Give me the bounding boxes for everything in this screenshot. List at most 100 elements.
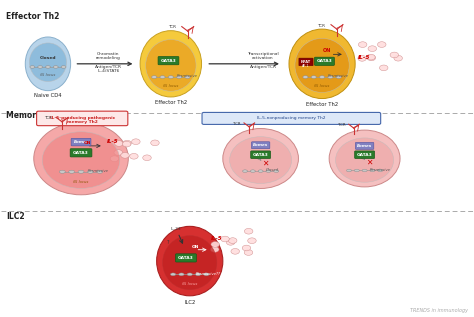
Text: IL-4/STAT6: IL-4/STAT6: [97, 69, 119, 73]
Text: il5 locus: il5 locus: [163, 84, 179, 88]
Text: memory Th2: memory Th2: [67, 120, 98, 124]
FancyBboxPatch shape: [158, 56, 179, 65]
Text: Antigen/TCR: Antigen/TCR: [95, 65, 122, 69]
Ellipse shape: [69, 170, 75, 173]
Circle shape: [227, 240, 235, 245]
Circle shape: [248, 238, 256, 243]
Ellipse shape: [42, 132, 120, 188]
Ellipse shape: [34, 122, 128, 195]
Text: NFAT: NFAT: [301, 60, 311, 64]
Ellipse shape: [378, 169, 383, 172]
Text: Naive CD4: Naive CD4: [34, 93, 62, 98]
FancyBboxPatch shape: [299, 58, 313, 66]
Ellipse shape: [168, 76, 173, 79]
Ellipse shape: [229, 137, 292, 184]
Ellipse shape: [187, 273, 192, 276]
Circle shape: [358, 42, 367, 48]
FancyBboxPatch shape: [36, 111, 128, 126]
Ellipse shape: [171, 273, 176, 276]
Text: GATA3: GATA3: [357, 153, 373, 157]
Ellipse shape: [87, 170, 93, 173]
Circle shape: [221, 236, 229, 242]
Text: Closed: Closed: [266, 169, 280, 172]
Circle shape: [132, 139, 140, 145]
Ellipse shape: [29, 43, 66, 81]
Ellipse shape: [37, 66, 43, 68]
Text: Memory Th2: Memory Th2: [6, 111, 60, 120]
Ellipse shape: [370, 169, 375, 172]
Circle shape: [121, 152, 129, 158]
Text: Transcriptional: Transcriptional: [247, 52, 279, 56]
Circle shape: [210, 247, 219, 252]
FancyBboxPatch shape: [251, 151, 271, 158]
FancyBboxPatch shape: [71, 138, 91, 146]
Ellipse shape: [355, 169, 359, 172]
Ellipse shape: [258, 170, 263, 172]
Text: Chromatin: Chromatin: [97, 52, 120, 56]
Ellipse shape: [336, 76, 341, 79]
Text: Permissive??: Permissive??: [195, 272, 220, 276]
Circle shape: [377, 42, 386, 48]
Circle shape: [242, 245, 251, 251]
Ellipse shape: [152, 76, 157, 79]
Circle shape: [115, 141, 123, 146]
Ellipse shape: [160, 76, 165, 79]
Ellipse shape: [46, 66, 50, 68]
Text: TCR: TCR: [338, 123, 346, 127]
Text: ✕: ✕: [366, 158, 373, 167]
FancyBboxPatch shape: [251, 142, 270, 149]
FancyBboxPatch shape: [315, 57, 334, 65]
Ellipse shape: [311, 76, 317, 79]
Circle shape: [211, 242, 219, 247]
Ellipse shape: [295, 38, 349, 93]
Ellipse shape: [204, 273, 209, 276]
Circle shape: [110, 156, 118, 162]
Ellipse shape: [223, 128, 299, 189]
Ellipse shape: [266, 170, 271, 172]
Text: ON: ON: [192, 245, 200, 249]
Ellipse shape: [336, 138, 394, 182]
Text: GATA3: GATA3: [161, 59, 176, 63]
Circle shape: [394, 55, 402, 61]
Circle shape: [367, 55, 375, 61]
FancyBboxPatch shape: [175, 254, 196, 262]
Ellipse shape: [362, 169, 367, 172]
Ellipse shape: [30, 66, 35, 68]
Circle shape: [123, 140, 131, 146]
Ellipse shape: [163, 236, 217, 290]
Ellipse shape: [195, 273, 201, 276]
Text: IL-5: IL-5: [357, 55, 370, 60]
Text: GATA3: GATA3: [73, 151, 89, 155]
Text: Effector Th2: Effector Th2: [306, 102, 338, 107]
Text: Permissive: Permissive: [370, 168, 391, 172]
Text: TCR: TCR: [233, 122, 241, 126]
Text: Eomes: Eomes: [253, 143, 268, 147]
Circle shape: [122, 141, 131, 147]
Text: ILC2: ILC2: [184, 300, 195, 305]
Circle shape: [367, 54, 375, 60]
Circle shape: [114, 150, 122, 155]
Circle shape: [390, 52, 399, 58]
Text: TCR: TCR: [317, 23, 325, 28]
Ellipse shape: [146, 40, 196, 91]
Text: TRENDS in immunology: TRENDS in immunology: [410, 307, 468, 313]
Circle shape: [130, 153, 138, 159]
Circle shape: [228, 238, 237, 243]
Text: Effector Th2: Effector Th2: [155, 100, 187, 105]
Text: il5 locus: il5 locus: [314, 84, 330, 88]
Text: il5 locus: il5 locus: [73, 180, 89, 184]
Circle shape: [151, 140, 159, 146]
Text: Permissive: Permissive: [176, 74, 198, 78]
Ellipse shape: [243, 170, 247, 172]
Circle shape: [245, 229, 253, 234]
Text: Antigen/TCR: Antigen/TCR: [249, 65, 276, 69]
Text: GATA3: GATA3: [253, 153, 268, 157]
Circle shape: [358, 55, 366, 61]
Text: Eomes: Eomes: [73, 140, 89, 144]
Ellipse shape: [97, 170, 103, 173]
Text: ILC2: ILC2: [6, 212, 25, 221]
Text: Closed: Closed: [40, 56, 56, 60]
Ellipse shape: [289, 29, 355, 99]
Ellipse shape: [185, 76, 190, 79]
Text: ✕: ✕: [262, 159, 269, 168]
